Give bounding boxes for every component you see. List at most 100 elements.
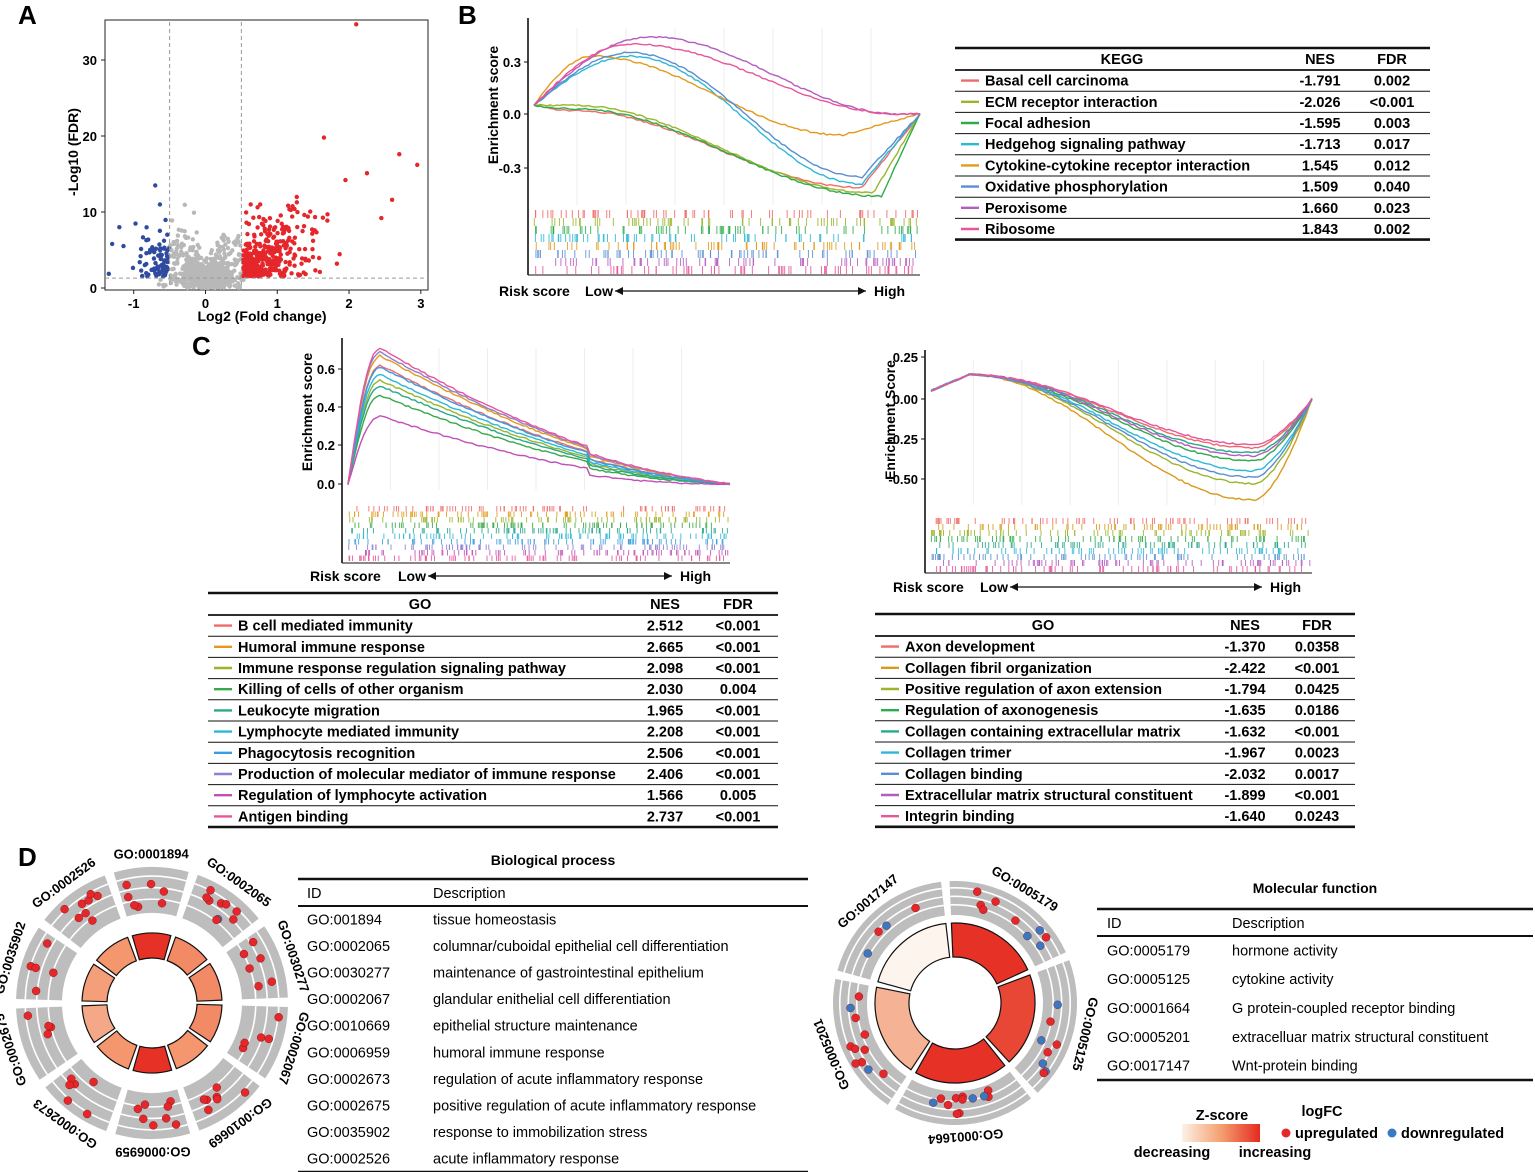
gsea-series-line <box>930 373 1313 450</box>
go-zscore-bar <box>132 1045 173 1074</box>
table-row-fdr: 0.0023 <box>1295 746 1339 762</box>
go-circle-ring <box>237 944 257 999</box>
volcano-point <box>151 256 157 261</box>
table-row-nes: -1.370 <box>1224 640 1265 656</box>
risk-high-label: High <box>874 283 905 299</box>
volcano-point <box>254 256 259 262</box>
volcano-point <box>292 252 297 257</box>
volcano-point <box>252 249 257 254</box>
volcano-point <box>263 238 269 244</box>
volcano-point <box>182 202 188 207</box>
table-row-fdr: <0.001 <box>1295 724 1340 740</box>
volcano-point <box>211 263 217 268</box>
table-row-nes: 1.660 <box>1302 201 1338 217</box>
volcano-point <box>251 239 257 244</box>
volcano-point <box>171 251 176 257</box>
volcano-point <box>218 256 224 262</box>
gsea-series-line <box>347 350 731 486</box>
gsea-y-tick-label: -0.25 <box>888 432 918 447</box>
go-zscore-bar <box>985 974 1036 1063</box>
volcano-point <box>299 261 304 266</box>
go-gene-dot <box>229 915 238 924</box>
volcano-point <box>187 247 193 253</box>
gsea-y-label: Enrichment Score <box>882 360 898 480</box>
volcano-point <box>252 232 257 237</box>
go-gene-dot <box>43 1029 52 1039</box>
table-row-term: Integrin binding <box>905 809 1015 825</box>
go-circle-ring <box>122 898 181 905</box>
id-table-row-id: GO:0006959 <box>307 1045 390 1061</box>
go-zscore-bar <box>131 932 172 961</box>
volcano-point <box>271 234 277 239</box>
volcano-point <box>321 135 327 140</box>
volcano-point <box>281 243 287 248</box>
volcano-point <box>161 262 166 268</box>
go-gene-dot <box>82 1109 92 1119</box>
risk-score-label: Risk score <box>499 283 570 299</box>
volcano-point <box>269 266 274 271</box>
go-gene-dot <box>1036 941 1045 950</box>
volcano-point <box>309 227 315 232</box>
go-gene-dot <box>240 1038 249 1048</box>
volcano-point <box>310 254 316 260</box>
volcano-point <box>232 239 238 244</box>
volcano-point <box>181 264 186 269</box>
volcano-point <box>176 252 181 258</box>
gsea-y-tick-label: 0.0 <box>503 107 521 122</box>
go-zscore-bar <box>166 1029 209 1070</box>
table-row-nes: 2.665 <box>647 640 683 656</box>
go-zscore-bar <box>874 986 931 1071</box>
volcano-points <box>106 22 420 291</box>
volcano-point <box>153 183 158 188</box>
volcano-point <box>275 244 280 249</box>
volcano-point <box>144 250 149 256</box>
gsea-series-line <box>347 347 731 486</box>
table-row-fdr: 0.002 <box>1374 222 1410 238</box>
volcano-point <box>191 271 197 276</box>
go-gene-dot <box>31 963 40 973</box>
volcano-point <box>189 279 195 284</box>
volcano-point <box>171 239 176 245</box>
go-gene-dot <box>63 1096 73 1105</box>
gsea-y-tick-label: 0.25 <box>893 350 918 365</box>
downregulated-label: downregulated <box>1401 1126 1504 1142</box>
volcano-point <box>187 256 193 262</box>
go-gene-dot <box>936 1094 946 1103</box>
go-gene-dot <box>245 964 254 973</box>
table-row-term: Regulation of axonogenesis <box>905 703 1098 719</box>
risk-low-label: Low <box>398 568 426 584</box>
go-gene-dot <box>212 1094 222 1104</box>
table-row-fdr: <0.001 <box>716 619 761 635</box>
go-zscore-bar <box>188 962 223 1002</box>
volcano-point <box>157 202 163 207</box>
table-row-fdr: <0.001 <box>716 746 761 762</box>
volcano-point <box>343 177 348 183</box>
table-row-nes: 1.545 <box>1302 158 1338 174</box>
volcano-point <box>207 263 212 268</box>
table-row-nes: -1.640 <box>1224 809 1265 825</box>
panel-letter-c: C <box>192 331 211 361</box>
volcano-point <box>149 267 154 273</box>
go-circle-bp: GO:0001894 GO:0002065GO:0030277GO:0002067… <box>0 846 313 1160</box>
volcano-point <box>295 272 301 277</box>
table-row-nes: -2.032 <box>1224 767 1265 783</box>
zscore-gradient <box>1182 1124 1260 1142</box>
volcano-point <box>241 265 246 270</box>
kegg-table: KEGG NES FDR Basal cell carcinoma -1.791 0.00… <box>955 46 1430 241</box>
go-circle-label: GO:0006959 <box>115 1144 190 1159</box>
gsea-series-line <box>533 35 921 116</box>
table-row-term: Phagocytosis recognition <box>238 746 415 762</box>
table-row-nes: -1.899 <box>1224 788 1265 804</box>
table-row-term: Cytokine-cytokine receptor interaction <box>985 158 1250 174</box>
gsea-y-tick-label: -0.50 <box>888 472 918 487</box>
volcano-point <box>184 251 189 256</box>
volcano-point <box>295 224 300 230</box>
go-gene-dot <box>911 903 920 913</box>
table-row-term: Focal adhesion <box>985 116 1091 132</box>
go-circle-ring <box>856 983 902 1086</box>
volcano-point <box>162 245 167 250</box>
go-circle-outer-segment <box>113 867 189 917</box>
